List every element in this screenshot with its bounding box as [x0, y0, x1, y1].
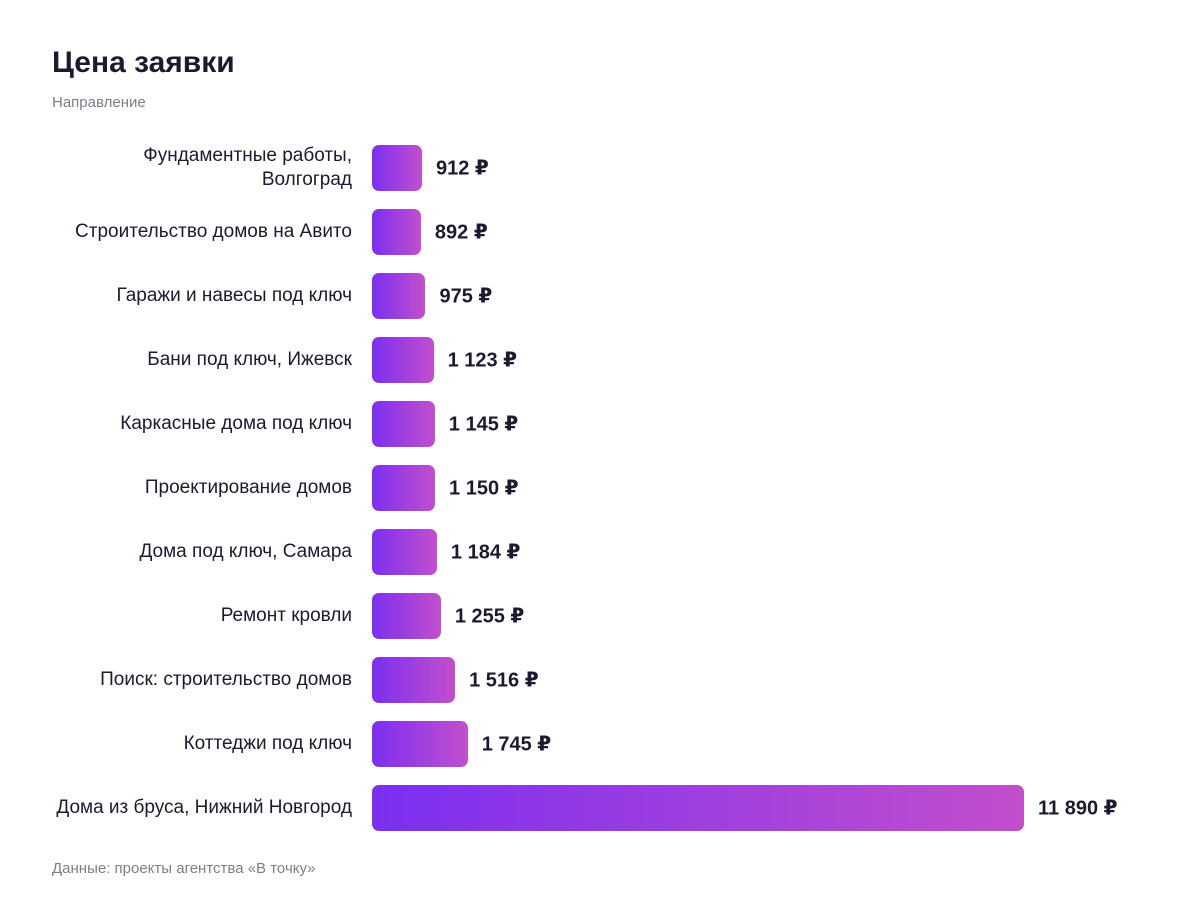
value-label: 892 ₽	[434, 221, 488, 244]
value-label: 912 ₽	[436, 157, 489, 180]
category-label: Поиск: строительство домов	[100, 669, 352, 690]
category-label: Коттеджи под ключ	[183, 733, 352, 754]
bar	[372, 337, 434, 383]
value-label: 1 123 ₽	[447, 349, 518, 372]
category-label: Дома из бруса, Нижний Новгород	[56, 797, 352, 818]
bar	[372, 465, 436, 511]
value-label: 975 ₽	[439, 285, 493, 308]
category-label: Проектирование домов	[144, 477, 352, 498]
bar	[372, 593, 441, 639]
value-label: 1 150 ₽	[449, 477, 519, 500]
value-label: 1 745 ₽	[481, 733, 552, 756]
category-label: Каркасные дома под ключ	[120, 413, 352, 434]
value-label: 11 890 ₽	[1038, 797, 1118, 820]
bar	[372, 401, 435, 447]
category-label: Строительство домов на Авито	[75, 221, 352, 242]
category-label: Фундаментные работы, Волгоград	[143, 145, 352, 190]
value-label: 1 255 ₽	[454, 605, 525, 628]
category-label: Дома под ключ, Самара	[139, 541, 352, 562]
category-label: Бани под ключ, Ижевск	[147, 349, 352, 370]
value-label: 1 145 ₽	[448, 413, 519, 436]
category-label: Ремонт кровли	[220, 605, 352, 626]
bar	[372, 721, 468, 767]
category-header: Направление	[52, 94, 146, 111]
source-note: Данные: проекты агентства «В точку»	[52, 860, 316, 877]
bar	[372, 657, 456, 703]
bar	[372, 529, 437, 575]
chart-title: Цена заявки	[52, 46, 235, 79]
bar	[372, 145, 422, 191]
bar	[372, 209, 421, 255]
value-label: 1 184 ₽	[450, 541, 521, 564]
bar	[372, 273, 426, 319]
bar	[372, 785, 1024, 831]
category-label: Гаражи и навесы под ключ	[116, 285, 352, 306]
value-label: 1 516 ₽	[469, 669, 539, 692]
